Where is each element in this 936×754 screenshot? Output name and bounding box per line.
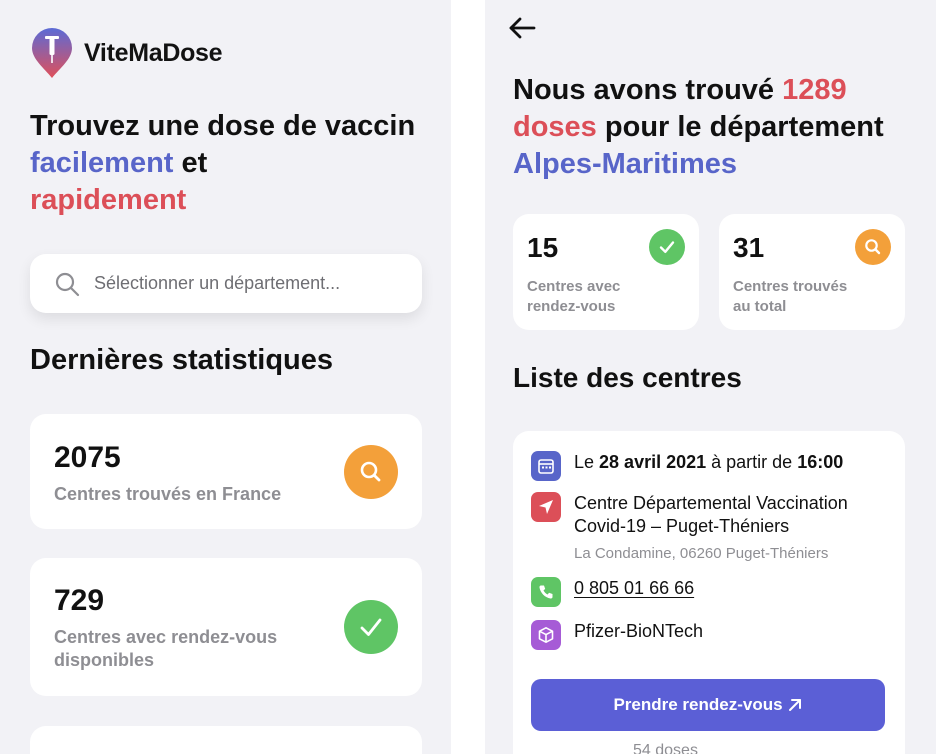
calendar-icon [531,451,561,481]
department-screen: Nous avons trouvé 1289 doses pour le dép… [485,0,936,754]
stats-title: Dernières statistiques [30,344,334,376]
summary-card-appointments: 15 Centres avec rendez-vous [513,214,699,330]
centres-list-title: Liste des centres [513,362,742,393]
back-arrow-icon [509,17,536,39]
phone-link[interactable]: 0 805 01 66 66 [574,578,695,598]
summary-card-total: 31 Centres trouvés au total [719,214,905,330]
search-input[interactable] [94,273,414,294]
search-icon [344,445,398,499]
stat-card-partial [30,726,422,754]
stat-value: 729 [54,584,105,617]
result-title: Nous avons trouvé 1289 doses pour le dép… [513,72,923,183]
appointment-date-row: Le 28 avril 2021 à partir de 16:00 [531,451,843,481]
summary-label: Centres avec rendez-vous [527,278,621,315]
hero-highlight-red: rapidement [30,184,187,216]
centre-name: Centre Départemental Vaccination Covid-1… [574,493,848,536]
phone-number: 0 805 01 66 66 [574,577,694,600]
stat-card-france: 2075 Centres trouvés en France [30,414,422,529]
vaccine-row: Pfizer-BioNTech [531,620,703,650]
hero-highlight-blue: facilement [30,147,174,179]
book-button-label: Prendre rendez-vous [613,695,783,714]
location-arrow-icon [531,492,561,522]
time-value: 16:00 [797,452,844,472]
time-prefix: à partir de [706,452,798,472]
vaccine-box-icon [531,620,561,650]
hero-title-part1: Trouvez une dose de vaccin [30,110,416,142]
date-value: 28 avril 2021 [599,452,707,472]
centre-name-row: Centre Départemental Vaccination Covid-1… [531,492,894,538]
back-button[interactable] [505,12,539,44]
book-appointment-button[interactable]: Prendre rendez-vous [531,679,885,731]
phone-icon [531,577,561,607]
search-icon [855,229,891,265]
department-search[interactable] [30,254,422,313]
logo-icon [32,28,72,78]
external-link-icon [788,699,801,711]
stat-label: Centres trouvés en France [54,484,282,504]
summary-label: Centres trouvés au total [733,278,848,315]
centre-card: Le 28 avril 2021 à partir de 16:00 Centr… [513,431,905,754]
phone-row: 0 805 01 66 66 [531,577,694,607]
appointment-date: Le 28 avril 2021 à partir de 16:00 [574,451,843,474]
check-icon [649,229,685,265]
stat-value: 2075 [54,441,121,474]
result-department: Alpes-Maritimes [513,148,738,180]
hero-title: Trouvez une dose de vaccin facilement et… [30,108,430,219]
search-icon [55,272,80,296]
summary-value: 31 [733,232,765,263]
result-title-part1: Nous avons trouvé [513,74,783,106]
home-screen: ViteMaDose Trouvez une dose de vaccin fa… [0,0,451,754]
date-prefix: Le [574,452,600,472]
centre-address: La Condamine, 06260 Puget-Théniers [574,545,829,562]
app-name: ViteMaDose [84,38,223,67]
check-icon [344,600,398,654]
doses-note: 54 doses [633,742,698,754]
stat-card-appointments: 729 Centres avec rendez-vous disponibles [30,558,422,696]
result-title-part2: pour le département [596,111,884,143]
app-header: ViteMaDose [30,27,223,79]
result-dose-count: 1289 doses [513,74,847,143]
hero-title-part2: et [173,147,208,179]
vaccine-name: Pfizer-BioNTech [574,621,704,641]
summary-value: 15 [527,232,559,263]
stat-label: Centres avec rendez-vous disponibles [54,627,278,670]
